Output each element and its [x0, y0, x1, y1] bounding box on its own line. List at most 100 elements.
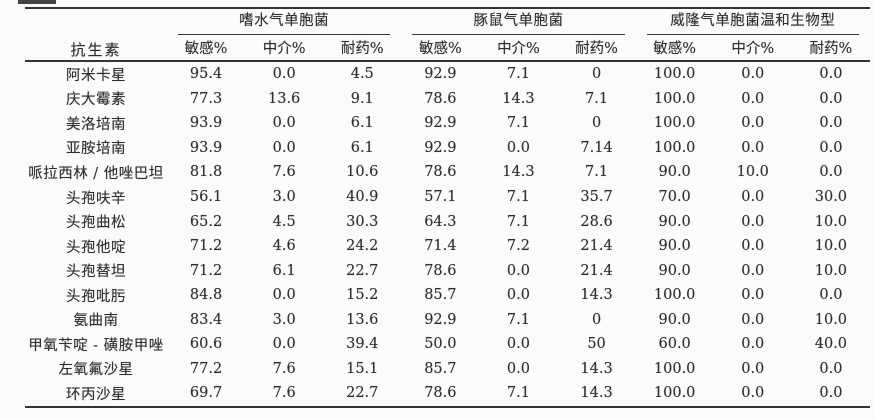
percentage-value-cell: 4.5: [272, 213, 296, 230]
percentage-value-cell: 92.9: [424, 139, 457, 156]
table-row: 左氧氟沙星 77.2 7.6 15.1 85.7 0.0 14.3 100.0 0.0 0.0: [25, 357, 870, 382]
percentage-value-cell: 0.0: [506, 262, 530, 279]
percentage-value-cell: 7.1: [506, 311, 530, 328]
percentage-value-cell: 21.4: [580, 262, 613, 279]
percentage-value-cell: 22.7: [346, 262, 379, 279]
antibiotic-name: 左氧氟沙星: [58, 362, 134, 379]
percentage-value-cell: 0.0: [819, 287, 843, 304]
percentage-value-cell: 0.0: [272, 66, 296, 83]
percentage-value-cell: 0.0: [819, 66, 843, 83]
percentage-value-cell: 60.6: [189, 336, 223, 353]
percentage-value-cell: 100.0: [653, 385, 696, 402]
percentage-value-cell: 6.1: [272, 262, 296, 279]
percentage-value-cell: 0: [591, 115, 602, 132]
antibiotic-name: 亚胺培南: [66, 141, 126, 158]
percentage-value-cell: 10.0: [814, 311, 848, 328]
percentage-value-cell: 81.8: [189, 164, 223, 181]
percentage-value-cell: 84.8: [189, 287, 223, 304]
percentage-value-cell: 0.0: [272, 336, 296, 353]
percentage-value-cell: 77.2: [189, 360, 223, 377]
percentage-value-cell: 10.0: [736, 164, 769, 181]
antibiotic-susceptibility-table: 抗生素 嗜水气单胞菌 豚鼠气单胞菌 威隆气单胞菌温和生物型 敏感% 中介% 耐药…: [25, 7, 870, 408]
table-row: 头孢曲松 65.2 4.5 30.3 64.3 7.1 28.6 90.0 0.0 10.0: [25, 209, 870, 234]
table-row: 甲氧苄啶 - 磺胺甲唑 60.6 0.0 39.4 50.0 0.0 50 60.0 0.0 40…: [25, 332, 870, 357]
percentage-value-cell: 35.7: [580, 189, 613, 205]
percentage-value-cell: 71.4: [424, 238, 457, 255]
percentage-value-cell: 28.6: [580, 213, 613, 230]
table-row: 头孢吡肟 84.8 0.0 15.2 85.7 0.0 14.3 100.0 0.0 0.0: [25, 283, 870, 308]
percentage-value-cell: 7.14: [580, 139, 613, 156]
percentage-value-cell: 14.3: [502, 90, 535, 107]
percentage-value-cell: 7.6: [272, 360, 296, 377]
percentage-value-cell: 7.1: [585, 90, 609, 107]
percentage-value-cell: 100.0: [653, 90, 696, 107]
percentage-value-cell: 0.0: [741, 262, 765, 279]
percentage-value-cell: 90.0: [658, 164, 691, 181]
table-body: 阿米卡星 95.4 0.0 4.5 92.9 7.1 0 100.0 0.0 0.0 庆大霉素 77.…: [25, 61, 870, 407]
percentage-value-cell: 7.1: [506, 385, 530, 402]
percentage-value-cell: 0.0: [741, 66, 765, 83]
table-row: 头孢他啶 71.2 4.6 24.2 71.4 7.2 21.4 90.0 0.0 10.0: [25, 234, 870, 259]
antibiotic-name: 庆大霉素: [66, 92, 126, 109]
percentage-value-cell: 14.3: [580, 287, 613, 304]
percentage-value-cell: 90.0: [658, 311, 691, 328]
percentage-value-cell: 92.9: [424, 311, 457, 328]
percentage-value-cell: 0.0: [741, 311, 765, 328]
percentage-value-cell: 93.9: [189, 139, 223, 156]
percentage-value-cell: 0.0: [819, 164, 843, 181]
percentage-value-cell: 22.7: [346, 385, 379, 402]
group-header-aeromonas-caviae-label: 豚鼠气单胞菌: [412, 9, 625, 35]
percentage-value-cell: 71.2: [189, 262, 223, 279]
percentage-value-cell: 9.1: [350, 90, 374, 107]
percentage-value-cell: 14.3: [502, 164, 535, 181]
table-row: 庆大霉素 77.3 13.6 9.1 78.6 14.3 7.1 100.0 0.0 0.0: [25, 87, 870, 112]
percentage-value-cell: 0.0: [506, 139, 530, 156]
antibiotic-name: 甲氧苄啶 - 磺胺甲唑: [28, 337, 164, 354]
subheader-g1-sensitive: 敏感%: [167, 35, 246, 62]
percentage-value-cell: 0: [591, 311, 602, 328]
percentage-value-cell: 0.0: [272, 287, 296, 304]
percentage-value-cell: 90.0: [658, 238, 691, 255]
percentage-value-cell: 15.1: [346, 360, 379, 377]
percentage-value-cell: 65.2: [189, 213, 223, 230]
percentage-value-cell: 3.0: [272, 189, 296, 205]
group-header-aeromonas-hydrophila-label: 嗜水气单胞菌: [178, 9, 391, 35]
percentage-value-cell: 60.0: [658, 336, 691, 353]
antibiotic-name: 头孢曲松: [66, 215, 126, 232]
subheader-row: 敏感% 中介% 耐药% 敏感% 中介% 耐药% 敏感% 中介% 耐药%: [25, 35, 870, 62]
percentage-value-cell: 7.1: [506, 213, 530, 230]
subheader-g3-resistant: 耐药%: [791, 35, 870, 62]
percentage-value-cell: 83.4: [189, 311, 223, 328]
percentage-value-cell: 10.0: [814, 213, 848, 230]
group-header-aeromonas-veronii-sobria-label: 威隆气单胞菌温和生物型: [646, 9, 859, 35]
percentage-value-cell: 85.7: [424, 287, 457, 304]
percentage-value-cell: 21.4: [580, 238, 613, 255]
percentage-value-cell: 0.0: [741, 360, 765, 377]
percentage-value-cell: 100.0: [653, 66, 696, 83]
percentage-value-cell: 100.0: [653, 139, 696, 156]
percentage-value-cell: 30.0: [814, 189, 848, 205]
percentage-value-cell: 7.1: [506, 189, 530, 205]
percentage-value-cell: 13.6: [268, 90, 301, 107]
table-row: 氨曲南 83.4 3.0 13.6 92.9 7.1 0 90.0 0.0 10.0: [25, 307, 870, 332]
table-row: 头孢呋辛 56.1 3.0 40.9 57.1 7.1 35.7 70.0 0.0 30.0: [25, 185, 870, 210]
percentage-value-cell: 24.2: [346, 238, 379, 255]
percentage-value-cell: 13.6: [346, 311, 379, 328]
antibiotic-name: 氨曲南: [73, 313, 119, 330]
percentage-value-cell: 57.1: [424, 189, 457, 205]
percentage-value-cell: 95.4: [189, 66, 223, 83]
column-header-antibiotic-label: 抗生素: [70, 41, 122, 59]
percentage-value-cell: 0.0: [506, 336, 530, 353]
percentage-value-cell: 77.3: [189, 90, 223, 107]
percentage-value-cell: 70.0: [658, 189, 691, 205]
percentage-value-cell: 0.0: [819, 115, 843, 132]
percentage-value-cell: 92.9: [424, 66, 457, 83]
antibiotic-name: 美洛培南: [66, 116, 126, 133]
percentage-value-cell: 0.0: [741, 115, 765, 132]
percentage-value-cell: 0.0: [741, 336, 765, 353]
percentage-value-cell: 6.1: [350, 115, 374, 132]
percentage-value-cell: 78.6: [424, 90, 457, 107]
subheader-g2-sensitive: 敏感%: [401, 35, 480, 62]
group-header-aeromonas-caviae: 豚鼠气单胞菌: [401, 8, 635, 35]
